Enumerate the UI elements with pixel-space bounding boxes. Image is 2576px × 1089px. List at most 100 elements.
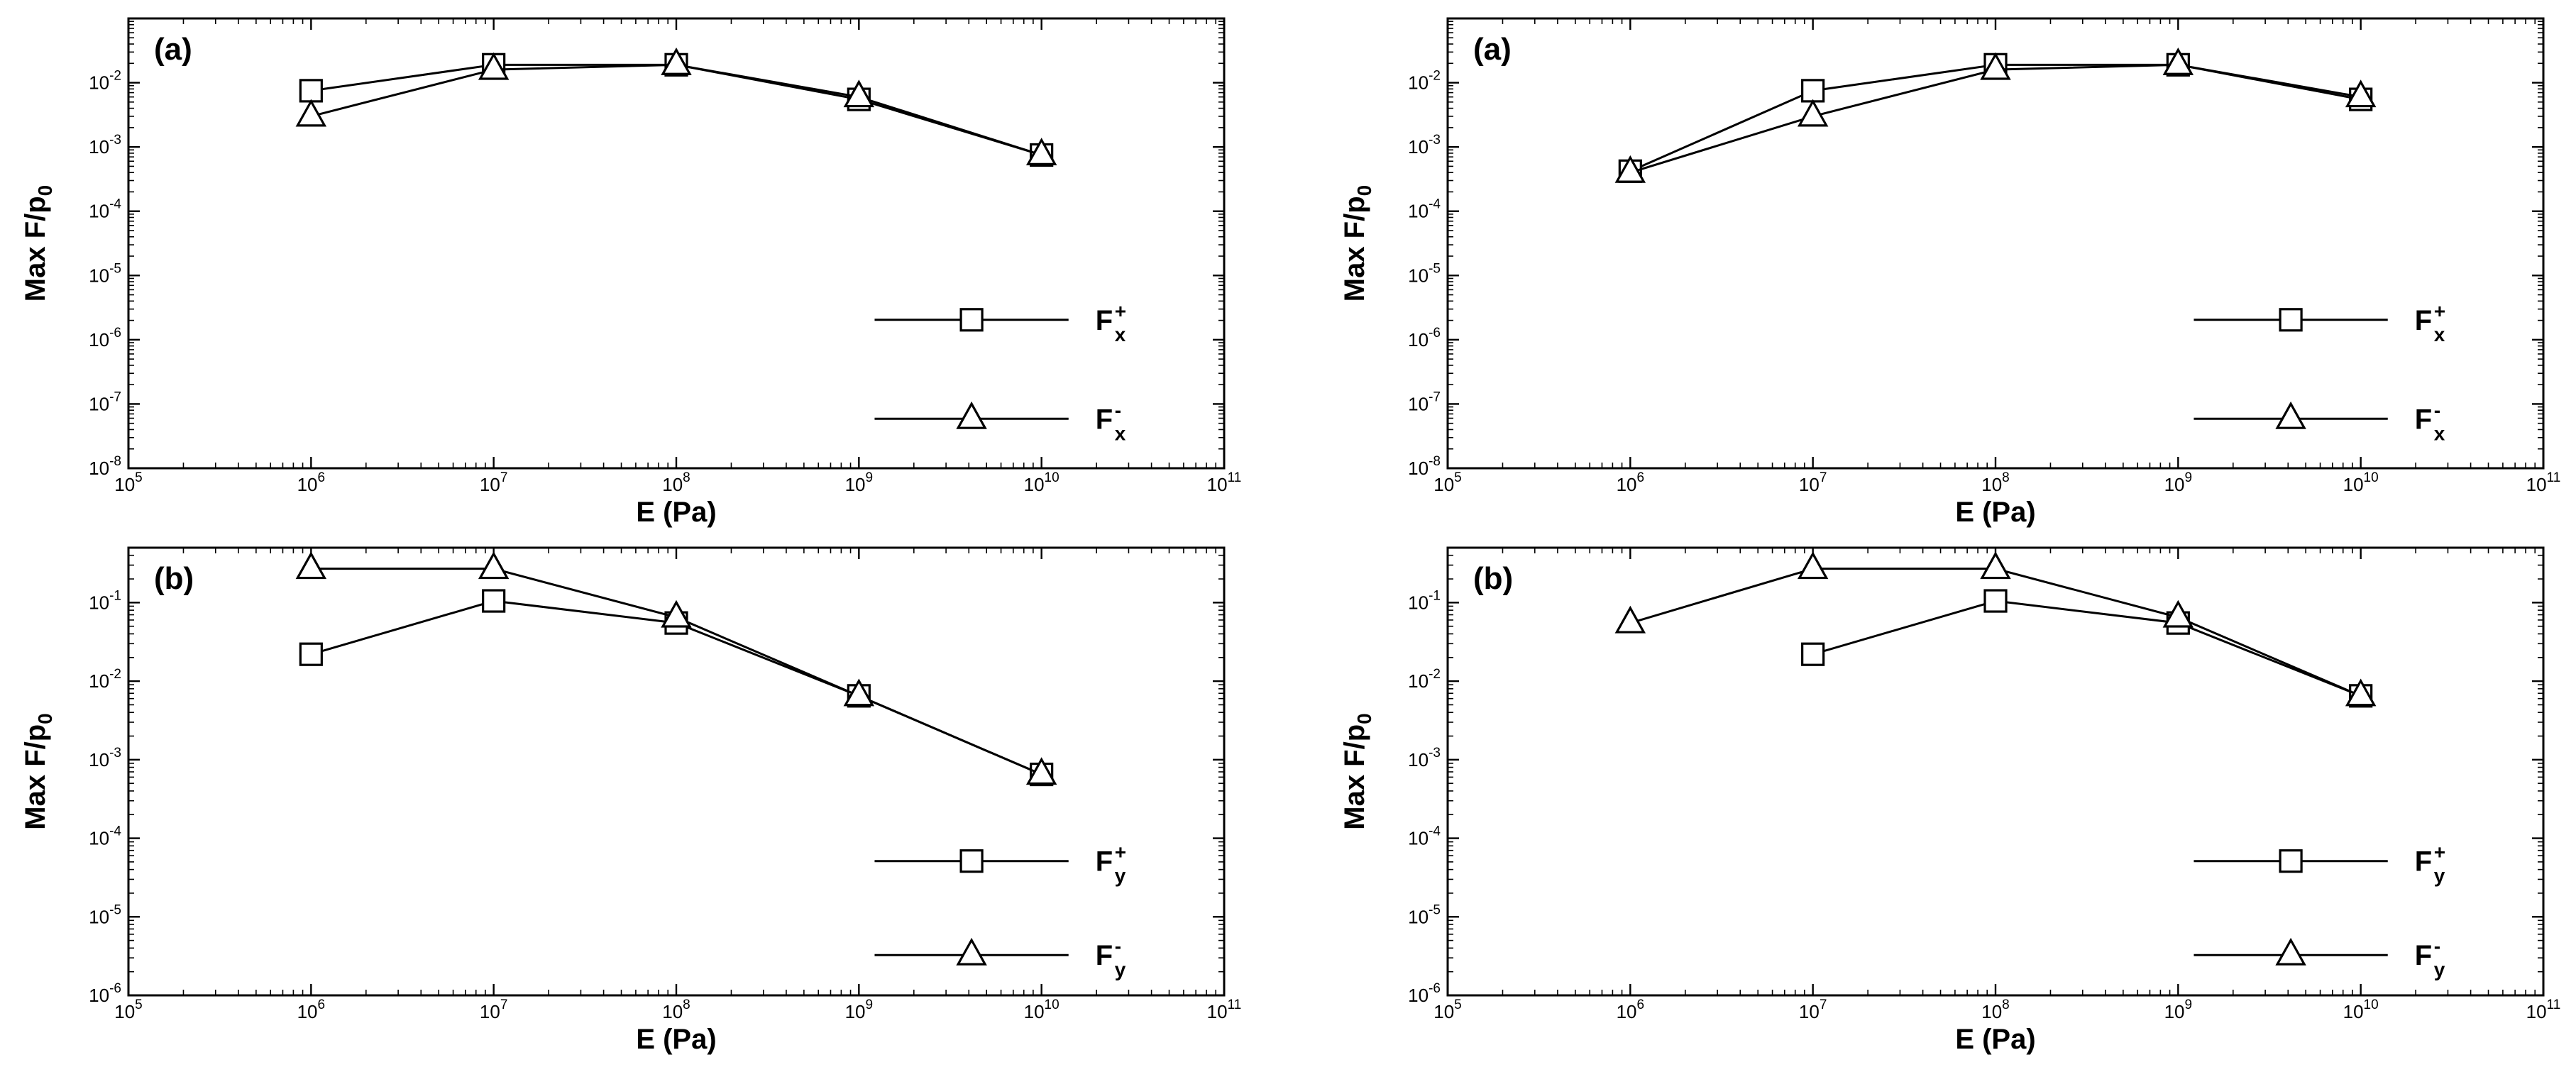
series-square-1 bbox=[1801, 589, 2373, 708]
panel-label: (a) bbox=[154, 32, 192, 67]
x-tick-label: 1011 bbox=[2526, 470, 2561, 495]
x-tick-label: 109 bbox=[845, 997, 874, 1022]
legend-label: F bbox=[2415, 305, 2432, 336]
series-triangle-2 bbox=[1614, 551, 2377, 707]
series-line bbox=[310, 63, 1042, 156]
x-tick-label: 106 bbox=[297, 470, 326, 495]
x-tick-label: 109 bbox=[2164, 997, 2193, 1022]
data-point-triangle bbox=[2345, 678, 2377, 707]
legend-label: F bbox=[1096, 305, 1113, 336]
x-axis-ticks bbox=[1446, 548, 2545, 995]
data-point-triangle bbox=[1025, 138, 1057, 165]
y-tick-label: 10-5 bbox=[1408, 902, 1441, 927]
legend: F +yF -y bbox=[874, 841, 1126, 980]
legend-marker-square bbox=[2279, 308, 2303, 332]
y-tick-label: 10-3 bbox=[1408, 133, 1441, 157]
y-tick-label: 10-8 bbox=[1408, 454, 1441, 479]
legend-marker-square bbox=[2279, 849, 2303, 873]
y-axis-ticks bbox=[128, 554, 1224, 997]
y-tick-label: 10-2 bbox=[89, 667, 121, 692]
legend-marker-square bbox=[959, 849, 984, 873]
series-line bbox=[1629, 63, 2361, 172]
data-point-triangle bbox=[661, 47, 692, 75]
y-axis-title: Max F/p0 bbox=[20, 185, 56, 302]
data-point-triangle bbox=[1980, 52, 2011, 80]
x-tick-label: 1010 bbox=[1024, 470, 1059, 495]
legend: F +xF -x bbox=[874, 300, 1126, 444]
y-axis-title: Max F/p0 bbox=[1339, 185, 1375, 302]
x-axis-title: E (Pa) bbox=[1955, 497, 2035, 528]
data-point-square bbox=[1801, 79, 1825, 103]
y-tick-label: 10-6 bbox=[1408, 981, 1441, 1006]
y-tick-label: 10-1 bbox=[89, 588, 121, 613]
data-point-triangle bbox=[1797, 551, 1829, 580]
legend-label: F bbox=[1096, 404, 1113, 435]
legend-label: F bbox=[2415, 940, 2432, 971]
y-axis-ticks bbox=[1448, 554, 2543, 997]
x-tick-label: 108 bbox=[1981, 470, 2010, 495]
legend-label-sub: y bbox=[1115, 958, 1126, 980]
x-tick-label: 1010 bbox=[2343, 470, 2379, 495]
x-tick-label: 107 bbox=[1799, 470, 1827, 495]
legend-label: F bbox=[1096, 846, 1113, 878]
y-tick-label: 10-1 bbox=[1408, 588, 1441, 613]
x-tick-label: 109 bbox=[845, 470, 874, 495]
x-tick-label: 108 bbox=[662, 470, 690, 495]
data-point-square bbox=[1983, 589, 2008, 613]
data-point-triangle bbox=[295, 99, 327, 127]
x-tick-label: 1011 bbox=[1207, 997, 1242, 1022]
y-axis-title: Max F/p0 bbox=[20, 713, 56, 829]
y-tick-label: 10-6 bbox=[89, 326, 121, 350]
chart-panel-4: 105 106 107 108 109 1010 1011 10-6 10-5 10-4 10-3 1… bbox=[1339, 546, 2561, 1055]
y-tick-label: 10-4 bbox=[1408, 824, 1441, 849]
legend-label: F bbox=[1096, 940, 1113, 971]
x-tick-label: 1010 bbox=[2343, 997, 2379, 1022]
series-triangle-2 bbox=[295, 47, 1057, 165]
legend-marker-triangle bbox=[2275, 401, 2306, 429]
legend: F +xF -x bbox=[2194, 300, 2445, 444]
y-tick-label: 10-8 bbox=[89, 454, 121, 479]
legend-label-sup: + bbox=[1115, 300, 1126, 322]
series-line bbox=[311, 63, 1042, 156]
y-axis-title: Max F/p0 bbox=[1339, 713, 1375, 829]
legend-label-sup: - bbox=[1115, 935, 1121, 957]
x-axis-title: E (Pa) bbox=[1955, 1024, 2035, 1055]
y-tick-label: 10-4 bbox=[89, 197, 121, 222]
y-tick-label: 10-6 bbox=[1408, 326, 1441, 350]
plot-frame bbox=[1446, 546, 2545, 997]
data-point-triangle bbox=[1980, 551, 2011, 580]
y-tick-label: 10-2 bbox=[1408, 69, 1441, 94]
data-point-triangle bbox=[1025, 757, 1057, 785]
y-tick-label: 10-5 bbox=[89, 261, 121, 286]
legend-label: F bbox=[2415, 404, 2432, 435]
x-tick-label: 105 bbox=[114, 997, 143, 1022]
data-point-triangle bbox=[1614, 605, 1646, 634]
series-triangle-2 bbox=[295, 551, 1057, 785]
x-tick-label: 105 bbox=[1433, 997, 1462, 1022]
y-tick-label: 10-5 bbox=[89, 902, 121, 927]
x-axis-ticks bbox=[1446, 18, 2545, 468]
data-point-triangle bbox=[843, 79, 875, 108]
data-point-triangle bbox=[478, 52, 510, 80]
y-tick-label: 10-5 bbox=[1408, 261, 1441, 286]
x-tick-label: 107 bbox=[1799, 997, 1827, 1022]
chart-panel-2: 105 106 107 108 109 1010 1011 10-8 10-7 10-6 10-5 1… bbox=[1339, 17, 2561, 528]
legend-marker-triangle bbox=[956, 401, 987, 429]
data-point-triangle bbox=[1797, 99, 1829, 127]
panel-label: (b) bbox=[154, 561, 194, 596]
panel-label: (b) bbox=[1473, 561, 1513, 596]
legend-label: F bbox=[2415, 846, 2432, 878]
x-tick-label: 1010 bbox=[1024, 997, 1059, 1022]
series-line bbox=[1812, 599, 2362, 697]
data-point-triangle bbox=[1614, 155, 1646, 183]
y-tick-label: 10-3 bbox=[89, 746, 121, 770]
data-point-triangle bbox=[2162, 47, 2194, 75]
y-tick-label: 10-4 bbox=[89, 824, 121, 849]
x-axis-title: E (Pa) bbox=[636, 1024, 716, 1055]
y-tick-label: 10-7 bbox=[1408, 389, 1441, 414]
legend-label-sup: + bbox=[2434, 300, 2445, 322]
x-tick-label: 1011 bbox=[2526, 997, 2561, 1022]
x-tick-label: 105 bbox=[1433, 470, 1462, 495]
data-point-triangle bbox=[295, 551, 327, 580]
